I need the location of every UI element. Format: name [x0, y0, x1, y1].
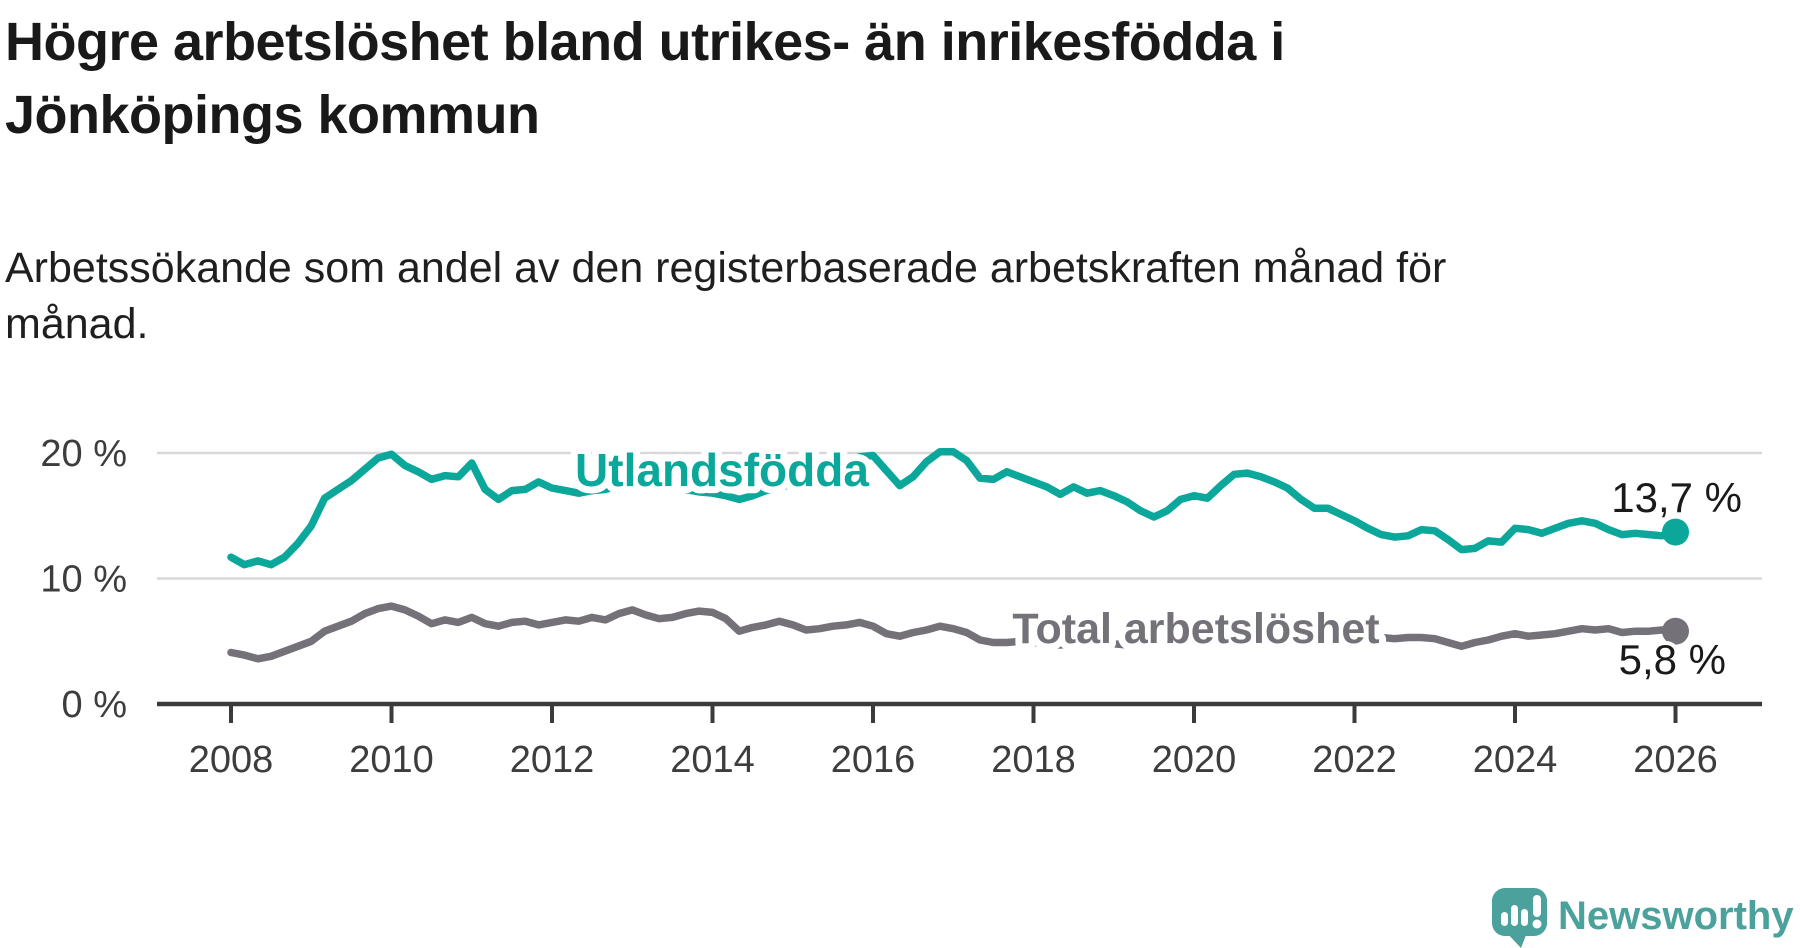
- series-line-total: [227, 602, 1680, 663]
- y-tick-label-10: 10 %: [40, 559, 127, 601]
- x-tick-label-2008: 2008: [189, 739, 274, 781]
- series-label-total-arbetsloshet: Total arbetslöshet: [1012, 605, 1379, 653]
- data-series-lines: [227, 447, 1680, 663]
- speech-bubble-bar-chart-icon: [1492, 888, 1547, 948]
- end-dot-utlandsfodda: [1662, 518, 1690, 546]
- series-end-dots: [1662, 518, 1690, 645]
- x-tick-label-2016: 2016: [831, 739, 916, 781]
- x-tick-label-2012: 2012: [510, 739, 595, 781]
- x-tick-label-2014: 2014: [670, 739, 755, 781]
- x-tick-label-2026: 2026: [1633, 739, 1718, 781]
- x-axis-labels: 2008 2010 2012 2014 2016 2018 2020 2022 2024 2026: [189, 739, 1718, 781]
- gridlines: [157, 451, 1762, 580]
- x-tick-label-2022: 2022: [1312, 739, 1397, 781]
- x-tick-label-2020: 2020: [1152, 739, 1237, 781]
- series-label-utlandsfodda: Utlandsfödda: [575, 444, 869, 496]
- end-value-label-total: 5,8 %: [1619, 636, 1726, 683]
- x-tick-label-2010: 2010: [349, 739, 434, 781]
- x-axis: [157, 701, 1762, 723]
- y-tick-label-0: 0 %: [62, 684, 127, 726]
- end-value-label-utlandsfodda: 13,7 %: [1611, 474, 1742, 521]
- x-tick-label-2018: 2018: [991, 739, 1076, 781]
- chart-subtitle: Arbetssökande som andel av den registerb…: [5, 244, 1447, 348]
- newsworthy-logo: Newsworthy: [1492, 888, 1794, 948]
- end-dot-total: [1662, 617, 1690, 645]
- y-axis-labels: 0 % 10 % 20 %: [40, 433, 127, 726]
- page-title: Högre arbetslöshet bland utrikes- än inr…: [5, 12, 1285, 145]
- series-line-utlandsfodda: [227, 447, 1680, 569]
- y-tick-label-20: 20 %: [40, 433, 127, 475]
- x-tick-label-2024: 2024: [1473, 739, 1558, 781]
- brand-name: Newsworthy: [1558, 894, 1794, 938]
